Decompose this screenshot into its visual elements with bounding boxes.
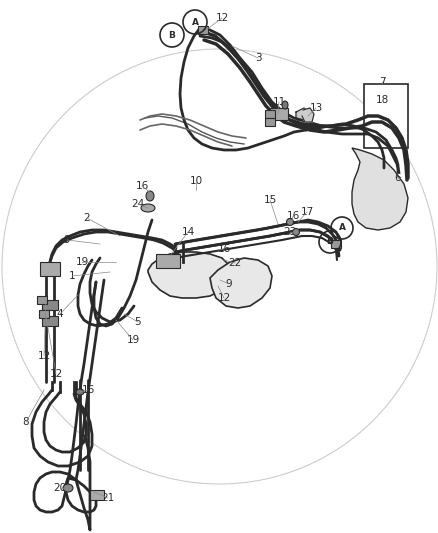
Text: 16: 16: [217, 244, 230, 254]
Bar: [198, 26, 208, 34]
Polygon shape: [351, 148, 407, 230]
Bar: [155, 254, 180, 268]
Ellipse shape: [146, 191, 154, 201]
Text: 16: 16: [81, 385, 95, 395]
Text: 22: 22: [228, 258, 241, 268]
Ellipse shape: [76, 389, 84, 395]
Ellipse shape: [292, 229, 299, 236]
Text: 9: 9: [225, 279, 232, 289]
Bar: [40, 262, 60, 276]
Bar: [265, 110, 274, 118]
Text: 11: 11: [272, 97, 285, 107]
Text: 13: 13: [309, 103, 322, 113]
Text: 17: 17: [300, 207, 313, 217]
Ellipse shape: [286, 219, 293, 225]
Text: 3: 3: [254, 53, 261, 63]
Bar: [265, 118, 274, 126]
Bar: [37, 296, 47, 304]
Text: 16: 16: [286, 211, 299, 221]
Text: B: B: [326, 238, 333, 246]
Text: 2: 2: [84, 213, 90, 223]
Text: 9: 9: [64, 235, 70, 245]
Text: 15: 15: [263, 195, 276, 205]
Bar: [363, 84, 407, 148]
Bar: [330, 240, 340, 248]
Text: 16: 16: [135, 181, 148, 191]
Bar: [269, 108, 287, 120]
Bar: [42, 316, 58, 326]
Bar: [42, 300, 58, 310]
Text: 21: 21: [101, 493, 114, 503]
Bar: [90, 490, 104, 500]
Text: 5: 5: [134, 317, 141, 327]
Circle shape: [2, 49, 436, 484]
Polygon shape: [148, 252, 230, 298]
Ellipse shape: [141, 204, 155, 212]
Text: 10: 10: [189, 176, 202, 186]
Text: 8: 8: [23, 417, 29, 427]
Polygon shape: [301, 108, 313, 122]
Polygon shape: [209, 258, 272, 308]
Ellipse shape: [281, 101, 287, 109]
Text: 14: 14: [181, 227, 194, 237]
Text: 1: 1: [68, 271, 75, 281]
Text: 12: 12: [217, 293, 230, 303]
Text: 19: 19: [126, 335, 139, 345]
Text: 12: 12: [215, 13, 228, 23]
Text: 18: 18: [374, 95, 388, 105]
Text: 19: 19: [75, 257, 88, 267]
Text: 6: 6: [394, 173, 400, 183]
Text: 7: 7: [378, 77, 385, 87]
Text: 12: 12: [49, 369, 63, 379]
Text: 12: 12: [37, 351, 50, 361]
Text: B: B: [168, 30, 175, 39]
Text: A: A: [191, 18, 198, 27]
Ellipse shape: [63, 484, 73, 492]
Text: 24: 24: [131, 199, 144, 209]
Text: 23: 23: [283, 227, 296, 237]
Bar: [39, 310, 49, 318]
Polygon shape: [295, 108, 309, 124]
Text: A: A: [338, 223, 345, 232]
Text: 20: 20: [53, 483, 67, 493]
Text: 4: 4: [57, 309, 63, 319]
